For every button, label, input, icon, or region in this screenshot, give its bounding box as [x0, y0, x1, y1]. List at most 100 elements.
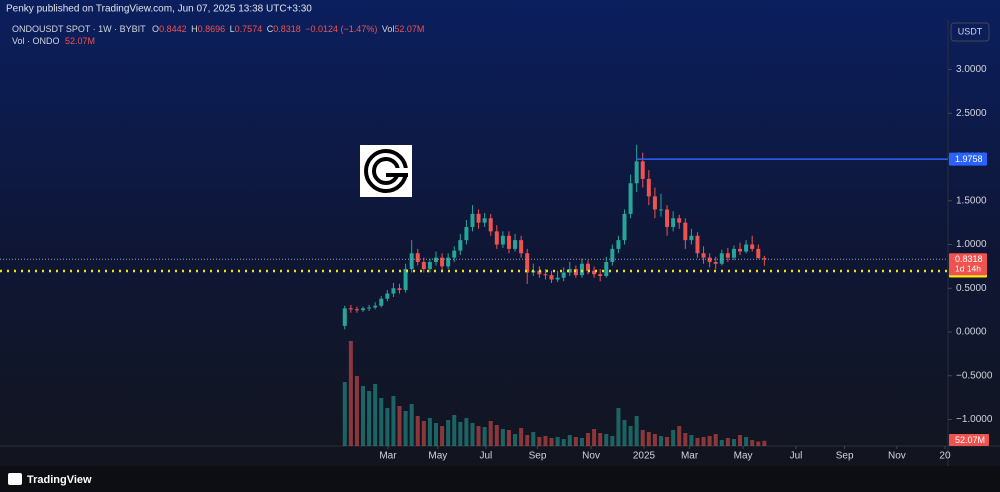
volume-bar [731, 439, 736, 446]
volume-bar [586, 433, 591, 446]
brand-name: TradingView [27, 474, 92, 486]
volume-bar [403, 411, 408, 446]
volume-prefix: Vol [382, 24, 395, 34]
last-price-label: 0.8318 [955, 254, 983, 264]
candle-body [610, 248, 615, 263]
x-tick-label: Sep [836, 451, 854, 462]
candle-body [731, 248, 736, 258]
candle-body [519, 240, 524, 254]
volume-bar [367, 391, 372, 446]
volume-bar [342, 382, 347, 446]
candle-body [506, 235, 511, 249]
candle-body [513, 240, 518, 249]
currency-button[interactable] [950, 22, 990, 42]
open-prefix: O [152, 24, 159, 34]
y-tick-label: −0.5000 [956, 370, 993, 381]
volume-bar [354, 376, 359, 446]
logo-gap [386, 168, 410, 174]
candle-body [458, 240, 463, 251]
volume-bar [640, 430, 645, 446]
candle-body [543, 274, 548, 276]
volume-bar [397, 406, 402, 446]
candle-body [464, 227, 469, 241]
candle-body [762, 258, 767, 260]
candle-body [658, 209, 663, 211]
volume-bar [348, 341, 353, 446]
price-label: 1.9758 [955, 154, 983, 164]
candle-body [677, 218, 682, 223]
volume-bar [464, 418, 469, 446]
volume-bar [421, 421, 426, 446]
x-tick-label: May [428, 451, 447, 462]
volume-bar [610, 436, 615, 446]
volume-bar [573, 437, 578, 446]
close-prefix: C [267, 24, 274, 34]
candle-body [579, 263, 584, 276]
low-value: 0.7574 [235, 24, 263, 34]
volume-bar [744, 437, 749, 446]
volume-bar [713, 434, 718, 446]
x-tick-label: Nov [888, 451, 906, 462]
candle-body [421, 262, 426, 270]
volume-bar [452, 415, 457, 446]
volume-bar [361, 386, 366, 446]
volume-bar [671, 430, 676, 446]
volume-bar [446, 420, 451, 446]
volume-bar [494, 425, 499, 446]
candle-body [713, 262, 718, 264]
volume-bar [652, 434, 657, 446]
volume-bar [500, 429, 505, 446]
candle-body [622, 213, 627, 241]
candle-body [391, 288, 396, 294]
volume-bar [525, 435, 530, 446]
volume-bar [622, 420, 627, 446]
close-value: 0.8318 [273, 24, 301, 34]
y-tick-label: 2.5000 [956, 108, 987, 119]
x-tick-label: May [734, 451, 753, 462]
candle-body [671, 218, 676, 228]
candle-body [446, 257, 451, 267]
logo-bar [386, 173, 408, 177]
volume-label-bg [949, 434, 989, 446]
volume-axis-label: 52.07M [955, 435, 985, 445]
candle-body [592, 270, 597, 275]
volume-bar [598, 433, 603, 446]
candle-body [525, 253, 530, 273]
volume-bar [537, 437, 542, 446]
candle-body [616, 240, 621, 249]
candle-body [342, 308, 347, 326]
candle-body [719, 253, 724, 264]
footer-bar [0, 466, 1000, 492]
volume-bar [415, 416, 420, 446]
x-tick-label: 2025 [633, 451, 656, 462]
footer-brand: TradingView [8, 473, 92, 486]
currency-label[interactable]: USDT [958, 26, 983, 36]
candle-body [452, 250, 457, 258]
volume-bar [482, 427, 487, 446]
candle-body [500, 235, 505, 245]
volume-bar [756, 441, 761, 446]
volume-bar [579, 438, 584, 446]
candle-body [567, 269, 572, 273]
legend-line: ONDOUSDT SPOT · 1W · BYBIT O0.8442 H0.86… [12, 24, 424, 34]
volume-bar [373, 384, 378, 446]
x-tick-label: 20 [939, 451, 951, 462]
volume-bar [506, 430, 511, 446]
candle-body [397, 288, 402, 291]
volume-bar [695, 438, 700, 446]
candle-body [701, 253, 706, 258]
volume-bar [567, 435, 572, 446]
volume-bar [476, 426, 481, 446]
volume-bar [628, 426, 633, 446]
candle-body [652, 196, 657, 210]
volume-bar [409, 404, 414, 446]
open-value: 0.8442 [159, 24, 187, 34]
candle-body [476, 213, 481, 223]
candle-body [640, 161, 645, 179]
y-tick-label: 0.5000 [956, 283, 987, 294]
volume-bar [488, 421, 493, 446]
volume-bar [665, 437, 670, 446]
candle-body [683, 222, 688, 241]
candle-body [537, 270, 542, 275]
candle-body [586, 263, 591, 271]
